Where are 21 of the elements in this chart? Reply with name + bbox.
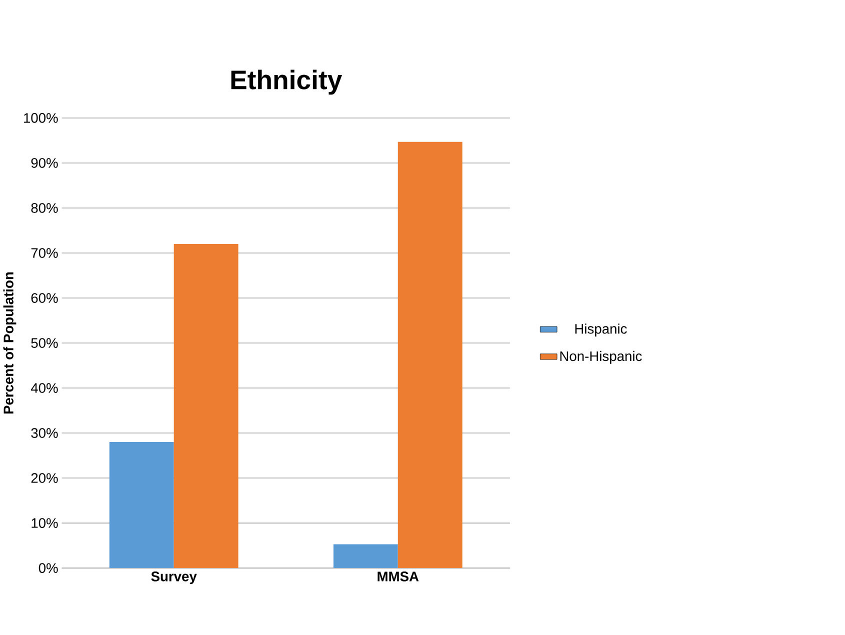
bar bbox=[109, 442, 174, 568]
legend-label: Non-Hispanic bbox=[560, 350, 642, 364]
y-tick-label: 30% bbox=[31, 428, 58, 438]
bar bbox=[333, 544, 398, 568]
x-tick-label: Survey bbox=[151, 571, 197, 584]
bar bbox=[174, 244, 238, 568]
y-tick-label: 60% bbox=[31, 292, 58, 303]
y-tick-label: 10% bbox=[32, 518, 58, 528]
y-tick-label: 90% bbox=[31, 158, 58, 168]
chart-title: Ethnicity bbox=[231, 70, 342, 94]
y-tick-label: 100% bbox=[24, 112, 58, 123]
bar bbox=[398, 142, 462, 568]
legend-label: Hispanic bbox=[575, 323, 627, 336]
y-tick-label: 80% bbox=[31, 202, 58, 213]
y-tick-label: 50% bbox=[31, 338, 58, 348]
y-tick-label: 70% bbox=[31, 248, 58, 258]
x-tick-label: MMSA bbox=[378, 571, 419, 582]
y-tick-label: 0% bbox=[38, 562, 58, 573]
y-axis-title: Percent of Population bbox=[3, 272, 16, 414]
y-tick-label: 40% bbox=[30, 382, 58, 393]
y-tick-label: 20% bbox=[31, 472, 58, 483]
